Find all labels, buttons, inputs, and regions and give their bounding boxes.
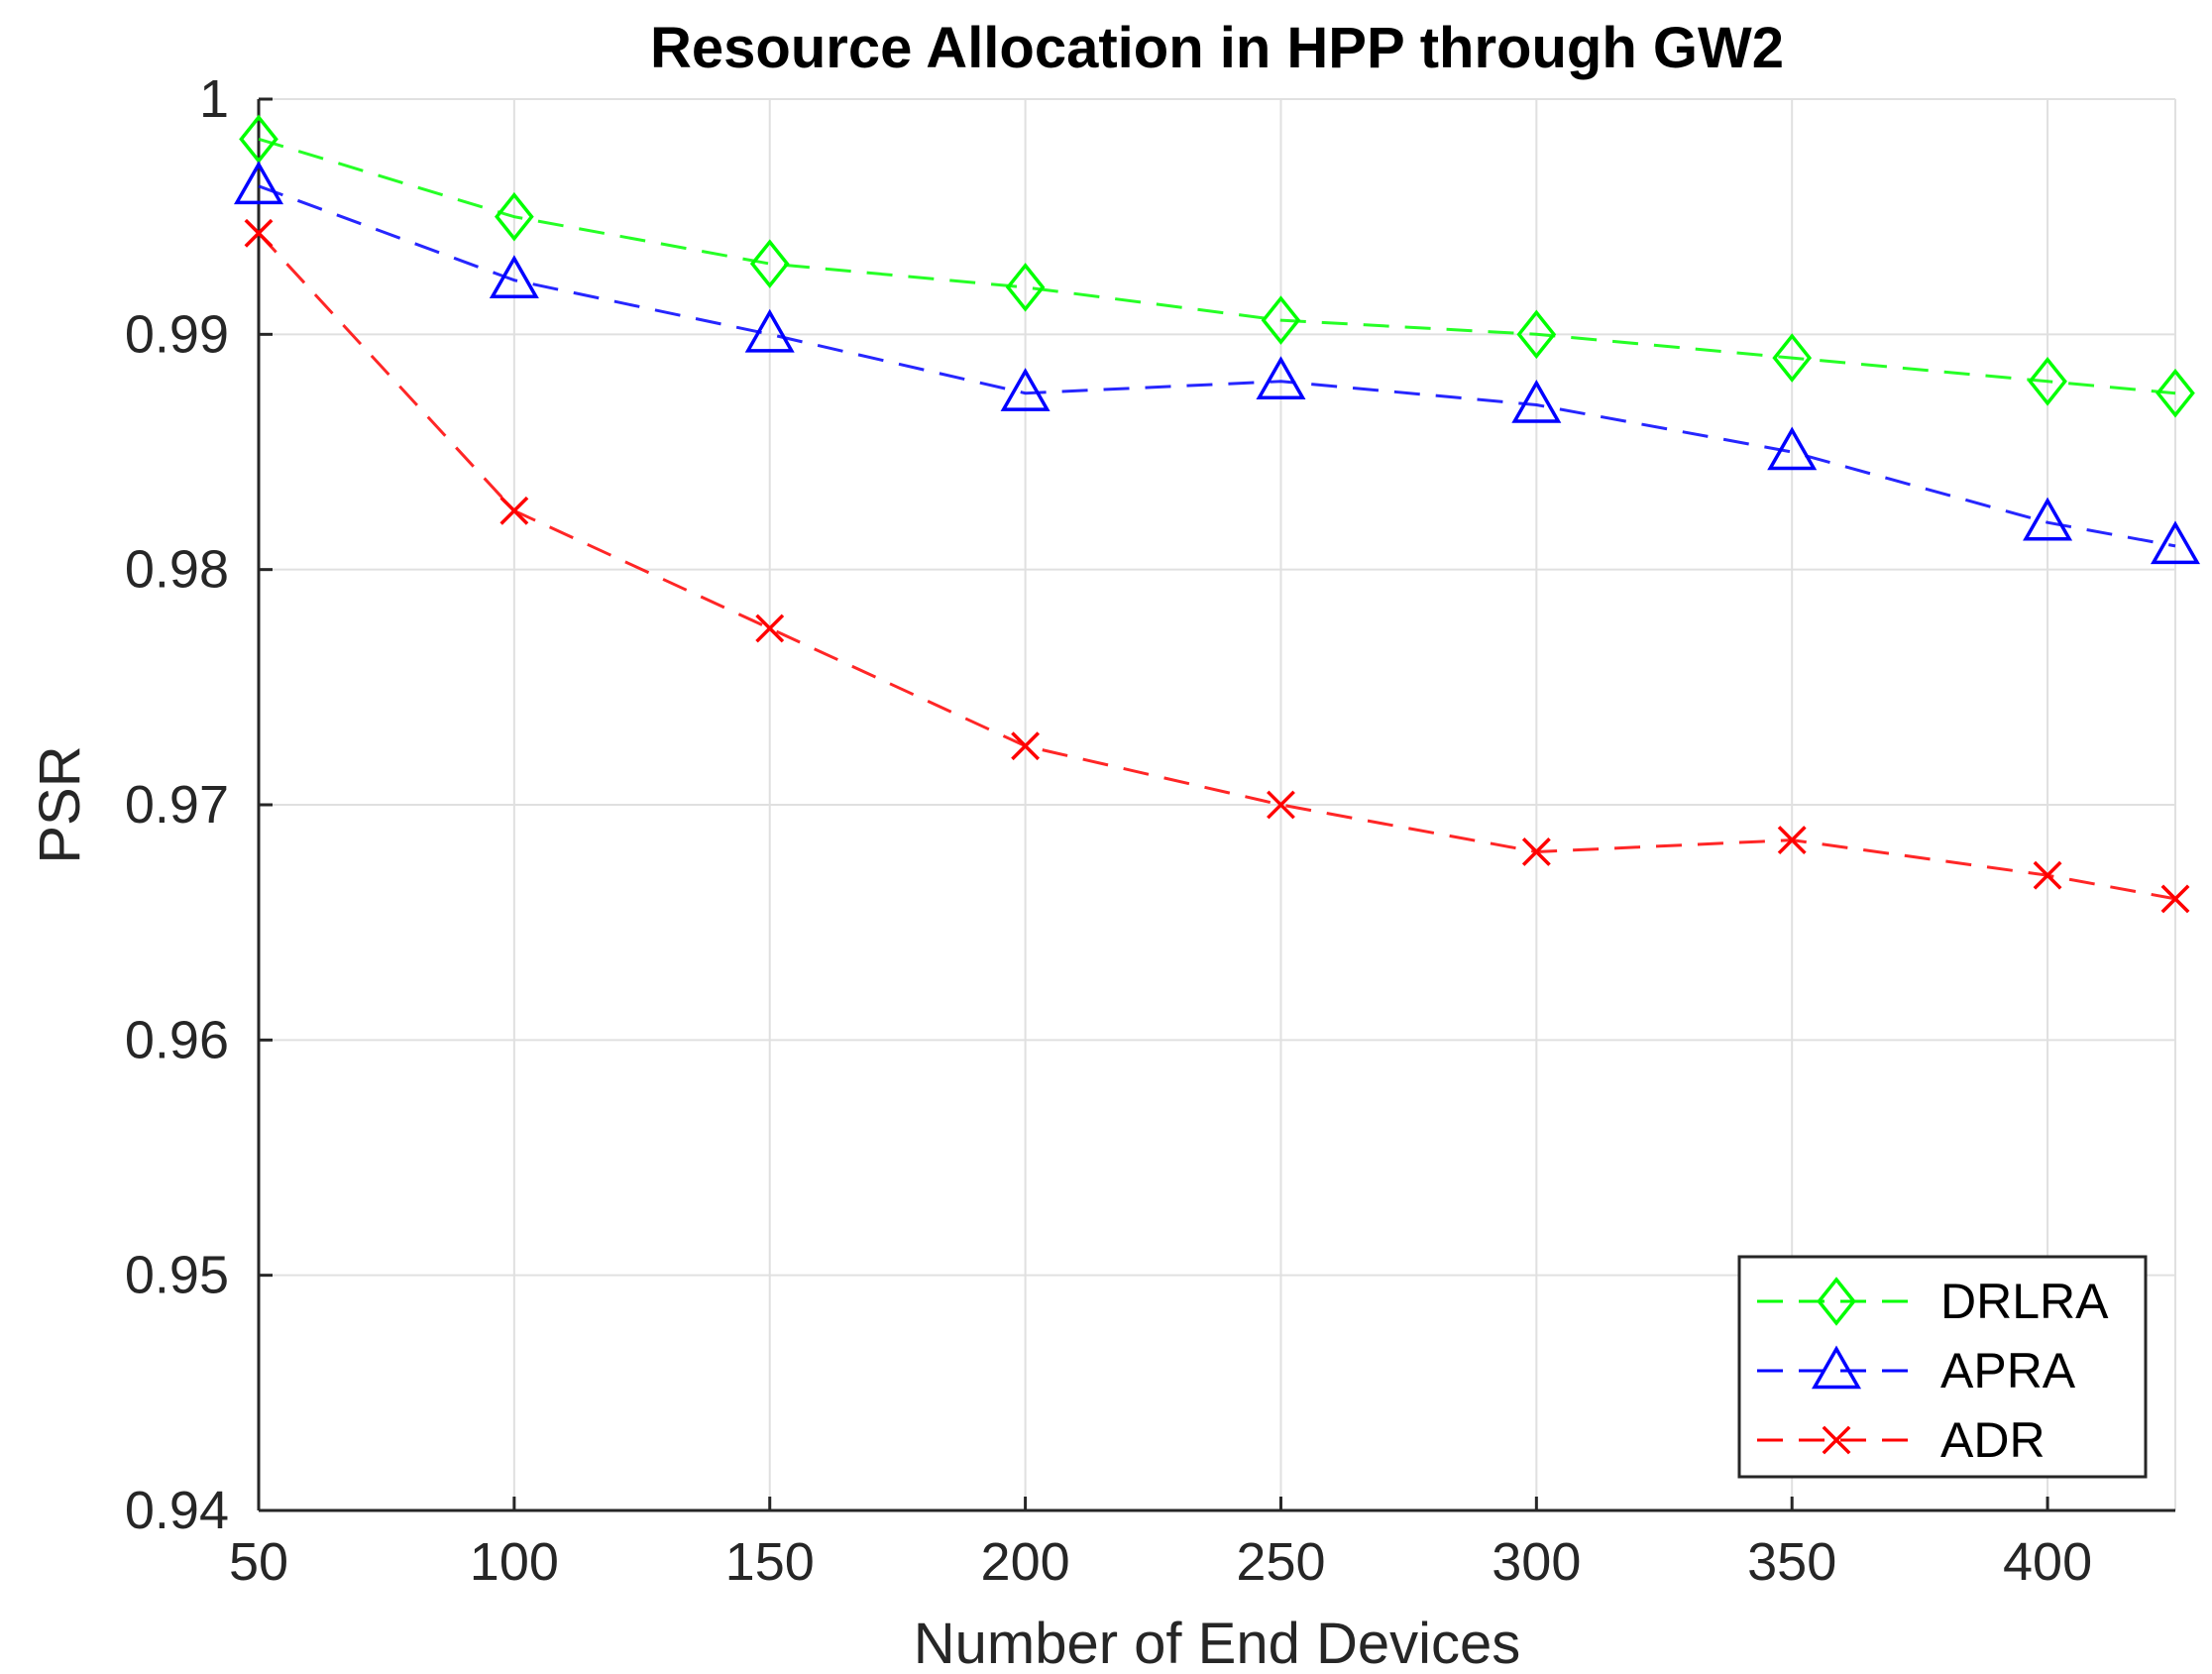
ticks: 50 100 150 200 250 300 350 400 0.94 0.95 0.96 0.97 0… — [125, 69, 2092, 1592]
x-tick-label: 300 — [1492, 1532, 1581, 1592]
y-tick-label: 0.97 — [125, 775, 229, 835]
data-point-apra — [1000, 368, 1051, 411]
x-tick-label: 150 — [725, 1532, 815, 1592]
y-tick-label: 0.96 — [125, 1010, 229, 1069]
series-line-drlra — [258, 137, 2176, 395]
data-point-adr — [2033, 860, 2062, 890]
legend-marker — [1811, 1345, 1862, 1390]
data-point-apra — [2023, 497, 2073, 541]
legend-label: ADR — [1940, 1412, 2046, 1468]
data-point-adr — [1777, 826, 1807, 855]
x-tick-label: 100 — [470, 1532, 559, 1592]
data-point-drlra — [1261, 295, 1301, 345]
series-line-adr — [257, 232, 2176, 901]
legend-item-adr: ADR — [1757, 1412, 2046, 1468]
data-point-apra — [1256, 356, 1306, 400]
data-point-drlra — [495, 191, 534, 242]
data-point-adr — [755, 614, 785, 643]
x-tick-label: 400 — [2003, 1532, 2092, 1592]
legend-marker — [1817, 1277, 1856, 1326]
x-tick-label: 200 — [981, 1532, 1070, 1592]
series-adr — [244, 218, 2190, 914]
data-point-drlra — [749, 239, 790, 288]
data-point-apra — [489, 255, 539, 298]
y-tick-label: 0.99 — [125, 304, 229, 364]
data-point-drlra — [2028, 356, 2067, 406]
x-tick-label: 350 — [1747, 1532, 1836, 1592]
data-point-adr — [499, 496, 529, 525]
data-point-drlra — [1516, 309, 1557, 360]
data-point-drlra — [1005, 263, 1046, 312]
x-axis-label: Number of End Devices — [914, 1612, 1520, 1669]
data-point-adr — [1011, 731, 1041, 761]
data-point-apra — [2150, 520, 2201, 565]
series-apra — [233, 161, 2201, 565]
y-tick-label: 0.98 — [125, 540, 229, 600]
series-drlra — [239, 114, 2195, 418]
legend-label: APRA — [1940, 1343, 2076, 1398]
legend-item-drlra: DRLRA — [1757, 1274, 2109, 1329]
legend-item-apra: APRA — [1757, 1343, 2076, 1398]
data-point-apra — [233, 161, 284, 205]
y-tick-label: 1 — [199, 69, 229, 129]
series — [233, 114, 2201, 914]
y-tick-label: 0.95 — [125, 1246, 229, 1305]
y-axis-label: PSR — [28, 745, 92, 863]
data-point-apra — [1767, 426, 1818, 471]
series-line-apra — [258, 184, 2176, 548]
x-tick-label: 50 — [229, 1532, 288, 1592]
x-tick-label: 250 — [1236, 1532, 1325, 1592]
chart-title: Resource Allocation in HPP through GW2 — [650, 16, 1784, 80]
y-tick-label: 0.94 — [125, 1481, 229, 1540]
data-point-apra — [744, 308, 795, 353]
data-point-adr — [2160, 884, 2190, 914]
legend-marker — [1822, 1425, 1851, 1455]
legend-label: DRLRA — [1940, 1274, 2109, 1329]
data-point-adr — [1267, 790, 1295, 820]
data-point-drlra — [2156, 368, 2195, 418]
data-point-drlra — [1772, 333, 1813, 383]
data-point-apra — [1511, 380, 1562, 423]
legend: DRLRA APRA ADR — [1737, 1255, 2148, 1479]
data-point-adr — [1521, 837, 1551, 866]
data-point-adr — [244, 218, 274, 248]
